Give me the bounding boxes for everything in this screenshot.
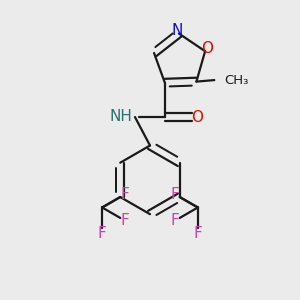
- Text: F: F: [98, 226, 106, 241]
- Text: F: F: [194, 226, 202, 241]
- Text: F: F: [121, 213, 129, 228]
- Text: F: F: [171, 213, 179, 228]
- Text: F: F: [171, 187, 179, 202]
- Text: NH: NH: [109, 109, 132, 124]
- Text: F: F: [121, 187, 129, 202]
- Text: CH₃: CH₃: [224, 74, 249, 87]
- Text: N: N: [172, 23, 183, 38]
- Text: O: O: [191, 110, 203, 124]
- Text: O: O: [202, 41, 214, 56]
